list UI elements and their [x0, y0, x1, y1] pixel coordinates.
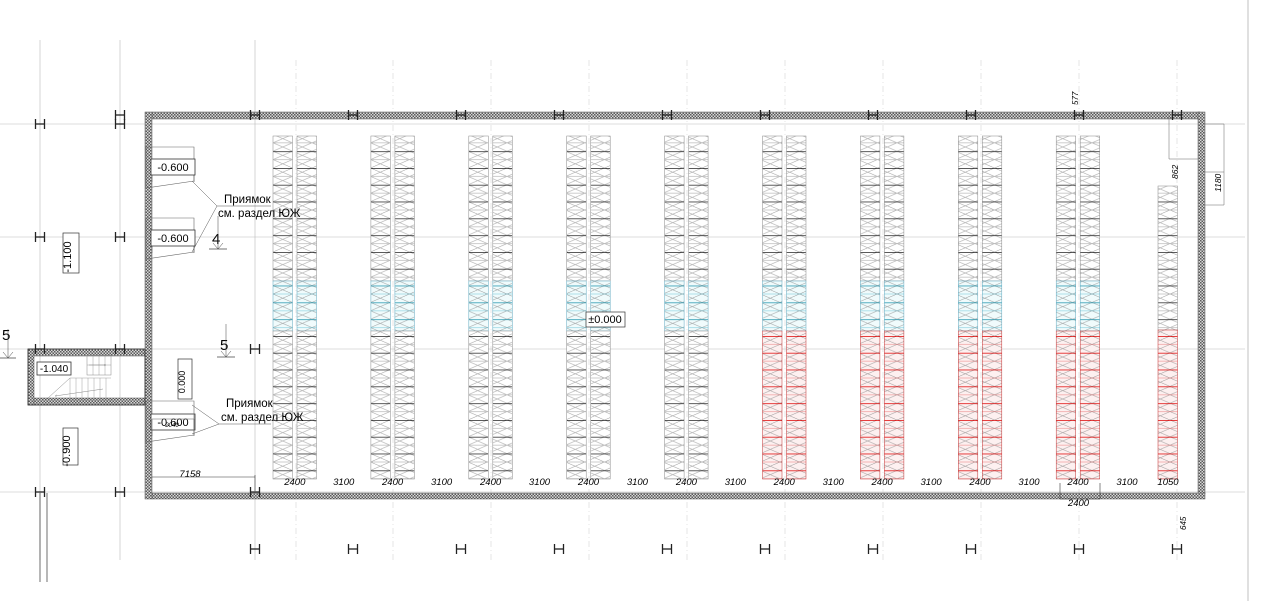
svg-text:2400: 2400	[968, 477, 991, 488]
svg-text:±0.000: ±0.000	[588, 314, 622, 326]
svg-text:Приямок: Приямок	[226, 398, 274, 410]
svg-text:Приямок: Приямок	[224, 194, 272, 206]
svg-text:3100: 3100	[921, 477, 943, 488]
svg-text:3100: 3100	[333, 477, 355, 488]
svg-text:3100: 3100	[529, 477, 551, 488]
svg-text:3100: 3100	[823, 477, 845, 488]
svg-text:5: 5	[2, 327, 10, 344]
svg-text:-0.600: -0.600	[157, 162, 188, 174]
svg-text:2400: 2400	[871, 477, 894, 488]
svg-text:3100: 3100	[725, 477, 747, 488]
svg-text:3100: 3100	[1116, 477, 1138, 488]
svg-text:3100: 3100	[1018, 477, 1040, 488]
svg-text:2400: 2400	[1067, 498, 1090, 509]
svg-text:2040: 2040	[164, 423, 179, 429]
svg-text:-1.040: -1.040	[40, 364, 69, 375]
svg-text:2400: 2400	[1066, 477, 1089, 488]
svg-text:2400: 2400	[283, 477, 306, 488]
svg-text:2400: 2400	[773, 477, 796, 488]
svg-text:4: 4	[212, 231, 220, 248]
svg-text:3100: 3100	[431, 477, 453, 488]
svg-text:862: 862	[1170, 165, 1180, 179]
svg-text:см. раздел ЮЖ: см. раздел ЮЖ	[221, 412, 304, 424]
svg-text:2400: 2400	[479, 477, 502, 488]
svg-text:1050: 1050	[1157, 477, 1179, 488]
svg-text:-1.100: -1.100	[62, 241, 74, 272]
svg-text:-0.900: -0.900	[61, 435, 73, 466]
svg-text:3100: 3100	[627, 477, 649, 488]
svg-text:0.000: 0.000	[177, 371, 187, 394]
svg-text:-0.600: -0.600	[157, 233, 188, 245]
svg-text:577: 577	[1071, 91, 1080, 105]
svg-text:2400: 2400	[675, 477, 698, 488]
svg-text:2400: 2400	[381, 477, 404, 488]
svg-text:2400: 2400	[577, 477, 600, 488]
svg-text:1180: 1180	[1213, 173, 1223, 192]
svg-text:645: 645	[1179, 516, 1188, 530]
svg-text:см. раздел ЮЖ: см. раздел ЮЖ	[218, 208, 301, 220]
svg-text:7158: 7158	[179, 469, 201, 480]
